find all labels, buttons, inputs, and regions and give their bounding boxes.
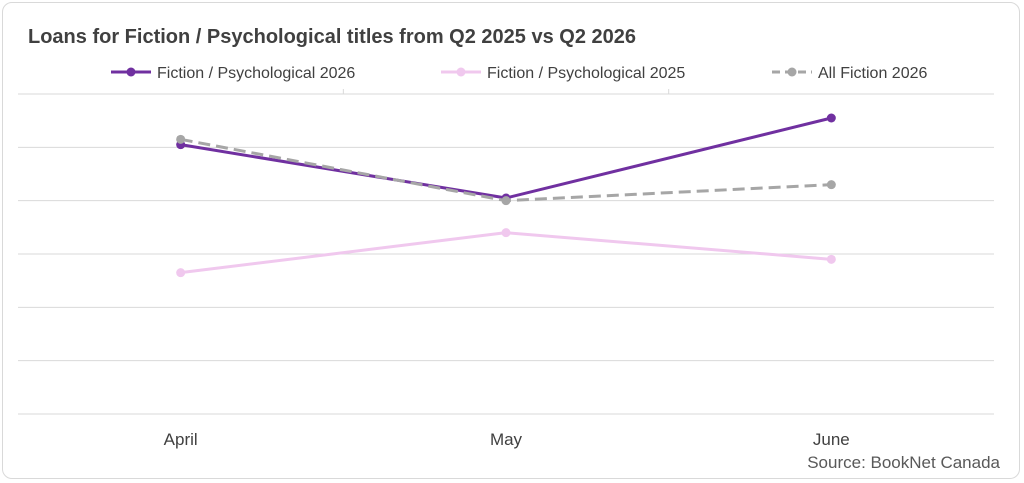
data-point <box>501 228 511 238</box>
data-point <box>176 268 186 278</box>
chart-title: Loans for Fiction / Psychological titles… <box>28 26 636 48</box>
legend-label: Fiction / Psychological 2025 <box>487 65 685 82</box>
data-point <box>826 113 836 123</box>
legend-swatch-marker <box>456 67 466 77</box>
x-tick-label: May <box>490 430 523 449</box>
legend-label: All Fiction 2026 <box>818 65 927 82</box>
source-note: Source: BookNet Canada <box>807 453 1000 472</box>
legend-label: Fiction / Psychological 2026 <box>157 65 355 82</box>
x-tick-label: April <box>164 430 198 449</box>
series-line <box>180 231 832 275</box>
series-line <box>180 137 832 203</box>
legend-swatch-marker <box>126 67 136 77</box>
x-tick-label: June <box>813 430 850 449</box>
data-point <box>176 134 186 144</box>
data-point <box>826 254 836 264</box>
legend-swatch-marker <box>787 67 797 77</box>
data-point <box>826 180 836 190</box>
data-point <box>501 196 511 206</box>
